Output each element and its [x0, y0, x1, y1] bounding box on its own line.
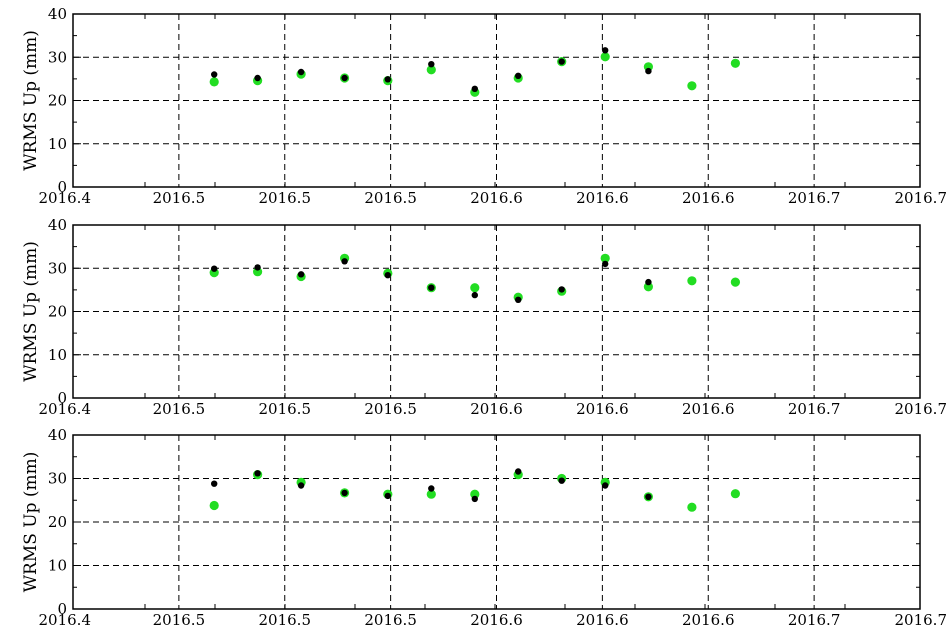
x-tick-label: 2016.6 [576, 611, 629, 629]
y-tick-label: 0 [57, 389, 67, 407]
x-tick-label: 2016.5 [259, 611, 312, 629]
y-tick-label: 0 [57, 600, 67, 618]
data-point-series-1 [297, 271, 305, 278]
data-point-series-1 [515, 72, 522, 80]
panel-3: 0 10 20 30 40 2016.4 2016.5 2016.5 2016.5 2016.6 2… [21, 426, 947, 629]
panel-2: 0 10 20 30 40 2016.4 2016.5 2016.5 2016.5 2016.6 2… [21, 216, 947, 418]
x-tick-label: 2016.4 [39, 189, 92, 207]
data-point-series-2 [687, 81, 697, 91]
data-point-series-1 [211, 265, 218, 272]
x-tick-label: 2016.5 [259, 400, 312, 418]
y-tick-label: 40 [48, 216, 67, 234]
y-tick-label: 10 [48, 346, 67, 364]
x-tick-label: 2016.4 [39, 611, 92, 629]
x-tick-label: 2016.6 [470, 611, 523, 629]
data-point-series-2 [600, 253, 610, 263]
data-point-series-2 [426, 489, 436, 499]
data-point-series-2 [209, 77, 219, 87]
data-point-series-1 [211, 480, 218, 487]
x-tick-label: 2016.6 [682, 611, 735, 629]
x-tick-label: 2016.5 [364, 400, 417, 418]
x-tick-label: 2016.6 [576, 189, 629, 207]
x-tick-label: 2016.6 [682, 189, 735, 207]
y-tick-label: 30 [48, 470, 67, 488]
data-point-series-1 [211, 71, 218, 78]
x-tick-label: 2016.5 [153, 189, 206, 207]
data-point-series-1 [471, 85, 478, 93]
data-point-series-1 [384, 272, 391, 279]
x-tick-label: 2016.5 [259, 189, 312, 207]
data-point-series-1 [515, 296, 522, 303]
data-point-series-1 [645, 278, 652, 286]
y-tick-label: 0 [57, 178, 67, 196]
x-tick-label: 2016.7 [895, 189, 947, 207]
data-point-series-1 [471, 291, 478, 299]
x-tick-label: 2016.6 [682, 400, 735, 418]
y-axis-label: WRMS Up (mm) [21, 241, 41, 382]
y-tick-label: 20 [48, 513, 67, 531]
data-point-series-1 [558, 58, 565, 65]
data-point-series-1 [645, 67, 652, 75]
y-tick-label: 20 [48, 303, 67, 321]
y-axis-label: WRMS Up (mm) [21, 30, 41, 171]
x-tick-label: 2016.7 [788, 400, 841, 418]
data-point-series-1 [254, 74, 261, 82]
data-point-series-2 [470, 489, 480, 499]
y-tick-label: 40 [48, 426, 67, 444]
data-point-series-1 [602, 482, 609, 489]
data-point-series-1 [515, 468, 522, 475]
x-tick-label: 2016.7 [895, 611, 947, 629]
data-point-series-1 [558, 477, 565, 484]
data-point-series-1 [297, 482, 305, 489]
y-tick-label: 30 [48, 48, 67, 66]
data-point-series-1 [428, 60, 435, 68]
y-tick-label: 10 [48, 557, 67, 575]
data-point-series-2 [730, 58, 741, 68]
x-tick-label: 2016.7 [788, 189, 841, 207]
y-tick-label: 40 [48, 5, 67, 23]
data-point-series-1 [341, 74, 348, 82]
data-point-series-2 [209, 500, 219, 511]
data-point-series-1 [384, 492, 391, 500]
y-tick-label: 10 [48, 135, 67, 153]
data-point-series-1 [471, 495, 478, 503]
data-point-series-1 [428, 485, 435, 492]
x-tick-label: 2016.6 [470, 400, 523, 418]
data-point-series-1 [602, 260, 609, 268]
data-point-series-2 [643, 282, 654, 292]
data-point-series-1 [341, 489, 348, 497]
data-point-series-2 [426, 65, 436, 75]
x-tick-label: 2016.6 [576, 400, 629, 418]
data-point-series-1 [558, 286, 565, 293]
x-tick-label: 2016.7 [895, 400, 947, 418]
y-axis-label: WRMS Up (mm) [21, 452, 41, 593]
data-point-series-1 [254, 264, 261, 271]
data-point-series-1 [602, 47, 609, 54]
x-tick-label: 2016.5 [153, 400, 206, 418]
data-point-series-1 [341, 258, 348, 265]
x-tick-label: 2016.5 [364, 189, 417, 207]
data-point-series-2 [730, 489, 741, 499]
data-point-series-2 [600, 52, 610, 62]
data-point-series-2 [470, 283, 480, 293]
x-tick-label: 2016.6 [470, 189, 523, 207]
panel-1: 0 10 20 30 40 2016.4 2016.5 2016.5 2016.5 2016.6 2… [21, 5, 947, 207]
data-point-series-1 [645, 493, 652, 500]
y-tick-label: 20 [48, 92, 67, 110]
data-point-series-2 [687, 276, 697, 286]
data-point-series-2 [730, 277, 741, 287]
x-tick-label: 2016.5 [364, 611, 417, 629]
data-point-series-1 [254, 470, 261, 477]
x-tick-label: 2016.5 [153, 611, 206, 629]
data-point-series-1 [384, 76, 391, 83]
data-point-series-1 [297, 68, 305, 76]
data-point-series-1 [428, 284, 435, 291]
x-tick-label: 2016.7 [788, 611, 841, 629]
x-tick-label: 2016.4 [39, 400, 92, 418]
y-tick-label: 30 [48, 259, 67, 277]
data-point-series-2 [687, 502, 697, 512]
